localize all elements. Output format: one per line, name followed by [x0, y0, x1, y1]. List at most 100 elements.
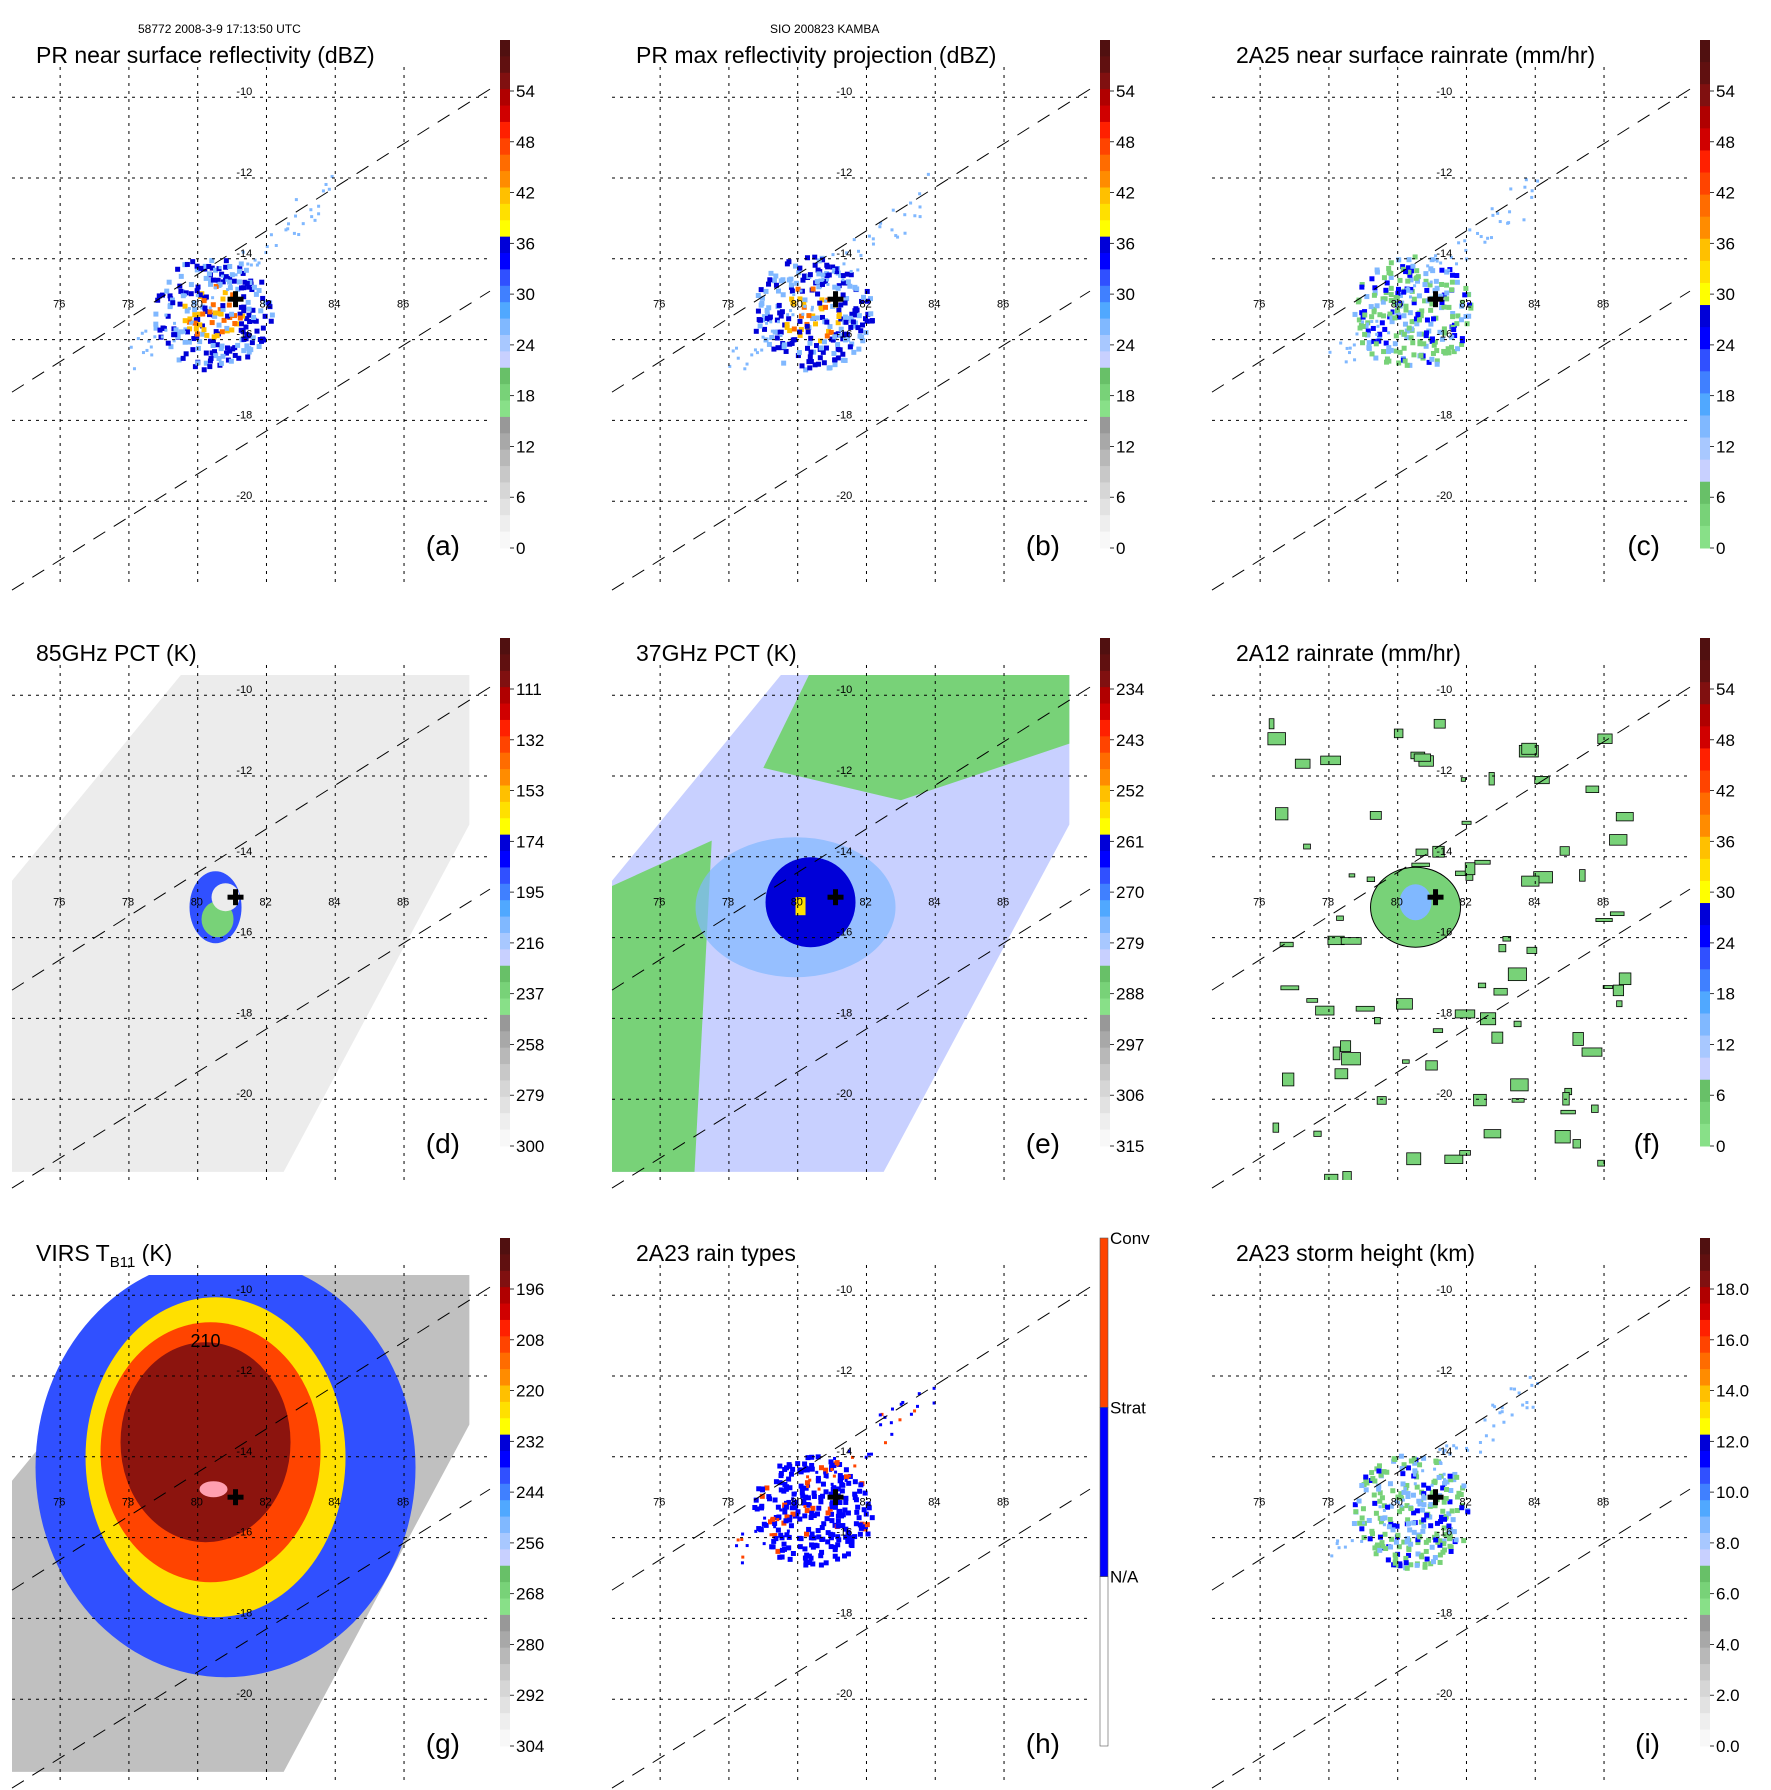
echo-pixel	[1403, 269, 1409, 275]
echo-pixel	[845, 1538, 851, 1544]
echo-pixel	[1420, 1528, 1426, 1534]
colorbar-swatch	[500, 1352, 510, 1370]
echo-pixel	[1380, 296, 1386, 302]
echo-pixel	[210, 277, 216, 283]
colorbar-tick-label: 18	[1716, 985, 1735, 1004]
colorbar-swatch	[500, 72, 510, 90]
echo-pixel	[1400, 264, 1406, 270]
echo-pixel	[286, 227, 290, 231]
echo-pixel	[808, 1535, 814, 1541]
echo-pixel	[810, 286, 816, 292]
colorbar-swatch	[500, 1014, 510, 1032]
colorbar-swatch	[500, 900, 510, 918]
colorbar-tick-label: 220	[516, 1382, 544, 1401]
echo-pixel	[1408, 295, 1412, 299]
colorbar-swatch	[1700, 150, 1710, 174]
colorbar-swatch	[500, 269, 510, 287]
echo-pixel	[1380, 1544, 1386, 1550]
echo-pixel	[232, 313, 238, 319]
rain-cell	[1279, 941, 1294, 948]
echo-pixel	[811, 1490, 817, 1496]
lon-tick-label: 86	[397, 896, 409, 908]
colorbar-tick-label: 30	[1716, 883, 1735, 902]
colorbar-swatch	[500, 253, 510, 270]
echo-pixel	[1363, 1474, 1369, 1480]
colorbar-swatch	[1100, 998, 1110, 1016]
echo-pixel	[853, 1464, 857, 1468]
echo-pixel	[1423, 330, 1429, 336]
echo-pixel	[223, 350, 229, 356]
colorbar-swatch	[1700, 1680, 1710, 1698]
echo-pixel	[1414, 1474, 1420, 1480]
echo-pixel	[917, 1392, 921, 1396]
echo-pixel	[255, 263, 259, 267]
colorbar-tick-label: 288	[1116, 985, 1144, 1004]
echo-pixel	[1330, 1554, 1334, 1558]
echo-pixel	[1492, 1424, 1496, 1428]
echo-pixel	[1424, 287, 1430, 293]
echo-pixel	[782, 1509, 788, 1515]
colorbar-tick-label: 0.0	[1716, 1737, 1740, 1756]
echo-pixel	[822, 278, 828, 284]
echo-pixel	[836, 283, 842, 289]
echo-pixel	[857, 1531, 863, 1537]
echo-pixel	[826, 365, 832, 371]
lat-lon-grid	[12, 1265, 490, 1780]
echo-pixel	[786, 259, 792, 265]
lat-lon-grid	[12, 67, 490, 582]
echo-pixel	[1364, 294, 1370, 300]
rain-cell	[1402, 1059, 1410, 1064]
lon-tick-label: 84	[328, 298, 340, 310]
echo-pixel	[740, 1561, 744, 1565]
echo-pixel	[1449, 272, 1455, 278]
echo-pixel	[1414, 268, 1420, 274]
echo-pixel	[1406, 1521, 1412, 1527]
echo-pixel	[1530, 189, 1534, 193]
echo-pixel	[883, 1441, 887, 1445]
echo-pixel	[807, 272, 813, 278]
colorbar-tick-label: 36	[1716, 234, 1735, 253]
echo-pixel	[778, 1487, 784, 1493]
colorbar-swatch	[1100, 949, 1110, 967]
echo-pixel	[178, 288, 184, 294]
echo-pixel	[1386, 348, 1392, 354]
echo-pixel	[1410, 263, 1416, 269]
echo-pixel	[815, 1454, 821, 1460]
echo-pixel	[1392, 301, 1398, 307]
colorbar-swatch	[1700, 726, 1710, 749]
echo-pixel	[218, 266, 222, 270]
echo-pixel	[764, 1485, 770, 1491]
lat-lon-grid	[612, 1265, 1090, 1780]
lon-tick-label: 82	[259, 896, 271, 908]
echo-pixel	[1366, 340, 1372, 346]
echo-pixel	[817, 1487, 821, 1491]
echo-pixel	[238, 304, 244, 310]
echo-pixel	[820, 1481, 826, 1487]
lat-lon-grid	[12, 665, 490, 1180]
echo-pixel	[1434, 254, 1438, 258]
colorbar-tick-label: 258	[516, 1035, 544, 1054]
swath-edge	[611, 290, 1091, 591]
echo-pixel	[196, 311, 202, 317]
field-region	[211, 883, 240, 912]
echo-pixel	[1437, 329, 1443, 335]
colorbar-swatch	[1100, 916, 1110, 934]
echo-pixel	[845, 1529, 851, 1535]
map-plot-f: 76 78 80 82 84 86-10-12-14-16-18-205448423630…	[1211, 638, 1735, 1189]
lon-tick-label: 76	[1253, 896, 1265, 908]
echo-pixel	[182, 330, 186, 334]
colorbar-swatch	[1700, 40, 1710, 63]
echo-pixel	[901, 1400, 905, 1404]
echo-pixel	[1379, 1540, 1385, 1546]
echo-pixel	[1353, 1509, 1359, 1515]
echo-pixel	[1374, 269, 1380, 275]
echo-pixel	[170, 300, 176, 306]
echo-pixel	[1439, 281, 1445, 287]
echo-pixel	[1355, 332, 1359, 336]
colorbar-tick-label: 234	[1116, 680, 1144, 699]
echo-pixel	[1377, 335, 1383, 341]
colorbar-swatch	[1100, 1031, 1110, 1049]
echo-pixel	[1459, 1505, 1465, 1511]
echo-pixel	[843, 1495, 849, 1501]
